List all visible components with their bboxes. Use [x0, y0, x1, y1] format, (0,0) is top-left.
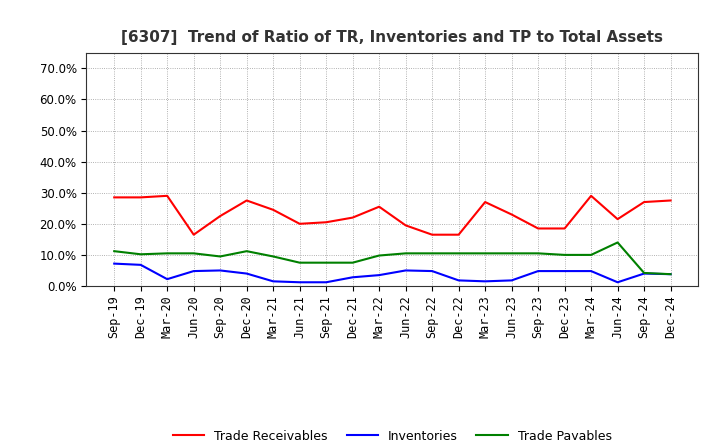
Title: [6307]  Trend of Ratio of TR, Inventories and TP to Total Assets: [6307] Trend of Ratio of TR, Inventories… [122, 29, 663, 45]
Trade Payables [110, 249, 119, 254]
Trade Payables [534, 251, 542, 256]
Trade Receivables [560, 226, 569, 231]
Trade Payables [508, 251, 516, 256]
Inventories [189, 268, 198, 274]
Inventories [136, 262, 145, 268]
Line: Inventories: Inventories [114, 264, 670, 282]
Trade Receivables [401, 223, 410, 228]
Inventories [508, 278, 516, 283]
Trade Payables [322, 260, 330, 265]
Inventories [375, 272, 384, 278]
Trade Payables [666, 271, 675, 277]
Inventories [428, 268, 436, 274]
Inventories [163, 276, 171, 282]
Inventories [243, 271, 251, 276]
Inventories [295, 280, 304, 285]
Inventories [322, 280, 330, 285]
Trade Receivables [481, 199, 490, 205]
Trade Receivables [508, 212, 516, 217]
Inventories [640, 271, 649, 276]
Trade Payables [613, 240, 622, 245]
Trade Receivables [454, 232, 463, 237]
Trade Receivables [295, 221, 304, 227]
Trade Receivables [666, 198, 675, 203]
Inventories [587, 268, 595, 274]
Trade Payables [375, 253, 384, 258]
Trade Payables [243, 249, 251, 254]
Inventories [348, 275, 357, 280]
Inventories [481, 279, 490, 284]
Trade Receivables [613, 216, 622, 222]
Trade Payables [216, 254, 225, 259]
Trade Receivables [110, 195, 119, 200]
Trade Receivables [189, 232, 198, 237]
Trade Payables [269, 254, 277, 259]
Trade Receivables [243, 198, 251, 203]
Trade Payables [348, 260, 357, 265]
Trade Payables [136, 252, 145, 257]
Inventories [269, 279, 277, 284]
Trade Payables [587, 252, 595, 257]
Trade Payables [428, 251, 436, 256]
Trade Payables [163, 251, 171, 256]
Trade Payables [454, 251, 463, 256]
Inventories [401, 268, 410, 273]
Trade Receivables [640, 199, 649, 205]
Trade Payables [640, 270, 649, 275]
Inventories [666, 271, 675, 277]
Trade Receivables [136, 195, 145, 200]
Inventories [110, 261, 119, 266]
Trade Receivables [216, 213, 225, 219]
Trade Receivables [348, 215, 357, 220]
Line: Trade Payables: Trade Payables [114, 242, 670, 274]
Inventories [534, 268, 542, 274]
Trade Payables [560, 252, 569, 257]
Trade Receivables [375, 204, 384, 209]
Trade Payables [189, 251, 198, 256]
Trade Payables [401, 251, 410, 256]
Line: Trade Receivables: Trade Receivables [114, 196, 670, 235]
Trade Receivables [534, 226, 542, 231]
Trade Receivables [587, 193, 595, 198]
Trade Receivables [322, 220, 330, 225]
Trade Payables [481, 251, 490, 256]
Trade Receivables [428, 232, 436, 237]
Trade Payables [295, 260, 304, 265]
Legend: Trade Receivables, Inventories, Trade Payables: Trade Receivables, Inventories, Trade Pa… [168, 425, 617, 440]
Trade Receivables [163, 193, 171, 198]
Inventories [216, 268, 225, 273]
Inventories [560, 268, 569, 274]
Inventories [613, 280, 622, 285]
Inventories [454, 278, 463, 283]
Trade Receivables [269, 207, 277, 213]
